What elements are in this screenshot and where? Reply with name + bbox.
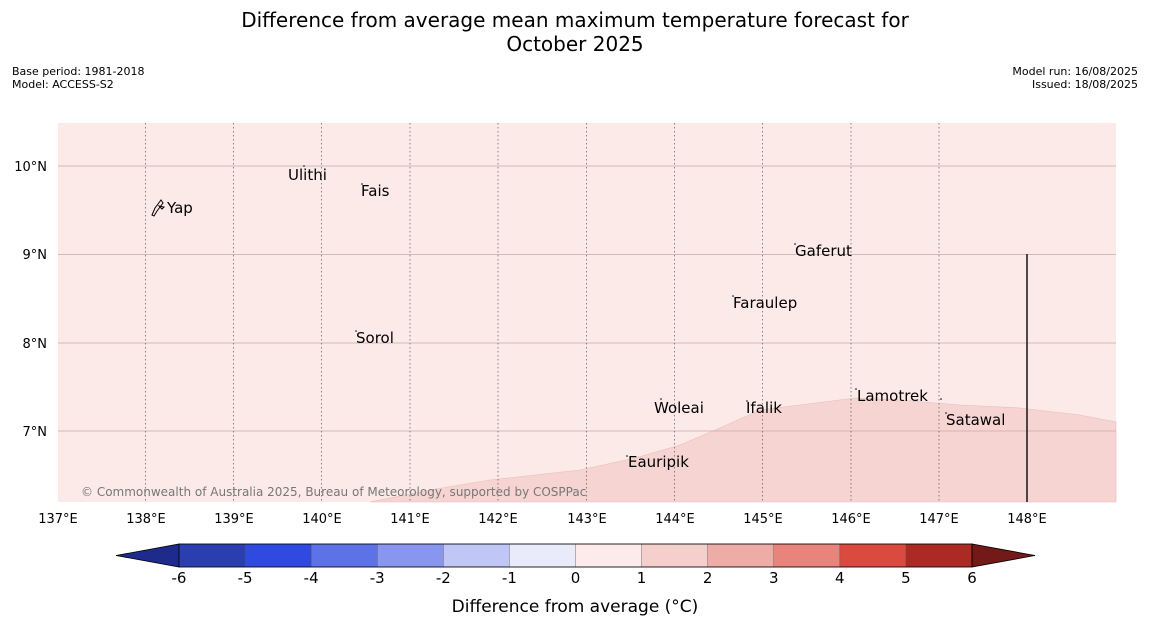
meta-left: Base period: 1981-2018 Model: ACCESS-S2 xyxy=(12,65,144,91)
sorol-dot xyxy=(355,330,357,332)
lon-label-143e: 143°E xyxy=(567,512,607,527)
place-label-sorol: Sorol xyxy=(356,329,394,347)
lon-label-145e: 145°E xyxy=(743,512,783,527)
place-label-fais: Fais xyxy=(361,182,390,200)
lon-label-148e: 148°E xyxy=(1007,512,1047,527)
colorbar-tick-label: 0 xyxy=(571,569,581,587)
lat-label-10n: 10°N xyxy=(14,160,47,175)
colorbar-extend-high xyxy=(971,543,1036,568)
colorbar-tick-label: -6 xyxy=(172,569,187,587)
anomaly-zone-1-2 xyxy=(369,397,1117,503)
eauripik-dot xyxy=(626,455,628,457)
ulithi-dot xyxy=(303,165,305,167)
lon-label-147e: 147°E xyxy=(919,512,959,527)
place-label-satawal: Satawal xyxy=(946,411,1005,429)
colorbar: -6 -5 -4 -3 -2 -1 0 1 2 3 4 5 6 Difference from aver… xyxy=(115,543,1036,617)
colorbar-cell xyxy=(707,543,775,568)
colorbar-cell xyxy=(244,543,312,568)
lon-label-142e: 142°E xyxy=(478,512,518,527)
meta-right: Model run: 16/08/2025 Issued: 18/08/2025 xyxy=(1012,65,1138,91)
colorbar-cell xyxy=(377,543,444,568)
colorbar-tick-label: -5 xyxy=(238,569,253,587)
issued-text: Issued: 18/08/2025 xyxy=(1031,78,1138,91)
colorbar-label: Difference from average (°C) xyxy=(452,597,699,617)
lon-label-144e: 144°E xyxy=(655,512,695,527)
faraulep-dot xyxy=(732,295,734,297)
ifalik-dot xyxy=(746,400,748,402)
colorbar-tick-label: -2 xyxy=(436,569,451,587)
place-label-lamotrek: Lamotrek xyxy=(857,387,928,405)
lon-label-140e: 140°E xyxy=(302,512,342,527)
lat-label-9n: 9°N xyxy=(23,248,48,263)
base-period-text: Base period: 1981-2018 xyxy=(12,65,145,78)
colorbar-tick-label: 6 xyxy=(967,569,977,587)
longitude-gridlines xyxy=(145,123,940,502)
lat-label-7n: 7°N xyxy=(23,425,48,440)
woleai-dot xyxy=(660,398,662,400)
colorbar-cell xyxy=(839,543,907,568)
colorbar-cell xyxy=(443,543,510,568)
colorbar-extend-low xyxy=(115,543,180,568)
place-label-ifalik: Ifalik xyxy=(746,399,782,417)
colorbar-cell xyxy=(310,543,378,568)
title-line-1: Difference from average mean maximum tem… xyxy=(241,8,909,32)
colorbar-cell xyxy=(178,543,246,568)
chart-title: Difference from average mean maximum tem… xyxy=(0,8,1150,56)
lamotrek-dot xyxy=(855,388,857,390)
place-label-yap: Yap xyxy=(166,199,193,217)
lon-label-141e: 141°E xyxy=(390,512,430,527)
colorbar-tick-label: -4 xyxy=(304,569,319,587)
satawal-dot xyxy=(945,412,947,414)
lon-label-137e: 137°E xyxy=(38,512,78,527)
colorbar-tick-label: -3 xyxy=(370,569,385,587)
gaferut-dot xyxy=(794,243,796,245)
lon-label-139e: 139°E xyxy=(214,512,254,527)
model-text: Model: ACCESS-S2 xyxy=(12,78,114,91)
model-run-text: Model run: 16/08/2025 xyxy=(1012,65,1138,78)
colorbar-cells xyxy=(178,543,973,568)
colorbar-tick-labels: -6 -5 -4 -3 -2 -1 0 1 2 3 4 5 6 xyxy=(172,569,977,587)
lon-label-146e: 146°E xyxy=(831,512,871,527)
colorbar-cell xyxy=(575,543,643,568)
colorbar-outline xyxy=(178,543,973,568)
colorbar-tick-label: 1 xyxy=(637,569,647,587)
lat-label-8n: 8°N xyxy=(23,337,48,352)
colorbar-tick-label: 3 xyxy=(769,569,779,587)
colorbar-tick-label: -1 xyxy=(502,569,517,587)
island-markers xyxy=(303,165,947,457)
colorbar-tick-label: 5 xyxy=(901,569,911,587)
colorbar-tick-label: 4 xyxy=(835,569,845,587)
lon-label-138e: 138°E xyxy=(126,512,166,527)
place-labels: Yap Ulithi Fais Gaferut Faraulep Sorol W… xyxy=(166,166,1005,471)
place-label-ulithi: Ulithi xyxy=(288,166,327,184)
lamotrek-east-dot xyxy=(940,398,942,400)
colorbar-cell xyxy=(905,543,973,568)
place-label-eauripik: Eauripik xyxy=(628,453,689,471)
longitude-labels: 137°E 138°E 139°E 140°E 141°E 142°E 143°… xyxy=(38,512,1047,527)
latitude-labels: 10°N 9°N 8°N 7°N xyxy=(14,160,47,440)
place-label-faraulep: Faraulep xyxy=(733,294,797,312)
latitude-gridlines xyxy=(58,165,1116,432)
copyright-text: © Commonwealth of Australia 2025, Bureau… xyxy=(81,485,586,499)
colorbar-cell xyxy=(641,543,709,568)
title-line-2: October 2025 xyxy=(506,32,644,56)
colorbar-tick-label: 2 xyxy=(703,569,713,587)
fais-dot xyxy=(361,183,363,185)
place-label-woleai: Woleai xyxy=(654,399,704,417)
yap-island-shape xyxy=(151,199,166,217)
colorbar-cell xyxy=(509,543,576,568)
colorbar-cell xyxy=(773,543,841,568)
place-label-gaferut: Gaferut xyxy=(795,242,852,260)
